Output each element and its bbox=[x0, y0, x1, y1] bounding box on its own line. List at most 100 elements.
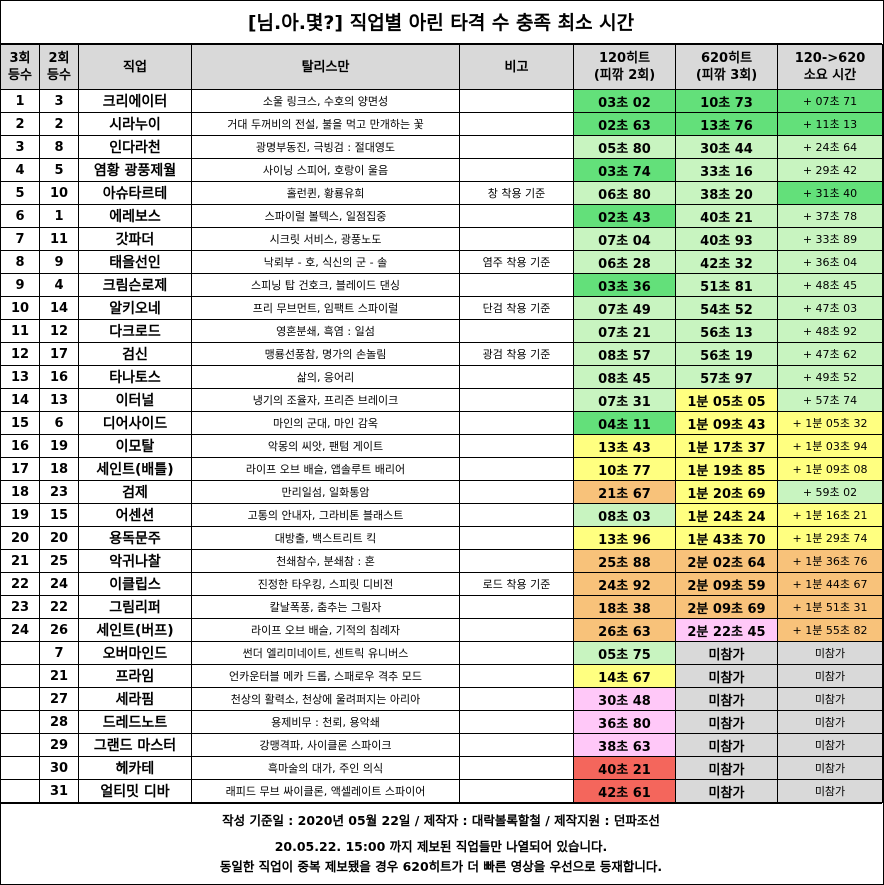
job-cell: 디어사이드 bbox=[78, 411, 192, 435]
note-cell bbox=[459, 135, 574, 159]
diff-cell: + 1분 05초 32 bbox=[777, 411, 883, 435]
table-row: 20 20 용독문주 대방출, 백스트리트 킥 13초 96 1분 43초 70 + 1분 … bbox=[0, 526, 883, 550]
table-row: 21 프라임 언카운터블 메카 드롭, 스패로우 격추 모드 14초 67 미참가 미참가 bbox=[0, 664, 883, 688]
table-row: 21 25 악귀나찰 천쇄참수, 분쇄참 : 혼 25초 88 2분 02초 64 + 1분… bbox=[0, 549, 883, 573]
time-120-cell: 10초 77 bbox=[573, 457, 676, 481]
note-cell bbox=[459, 457, 574, 481]
time-620-cell: 56초 13 bbox=[675, 319, 778, 343]
diff-cell: 미참가 bbox=[777, 733, 883, 757]
time-620-cell: 1분 43초 70 bbox=[675, 526, 778, 550]
rank2-cell: 21 bbox=[39, 664, 79, 688]
note-cell bbox=[459, 687, 574, 711]
note-cell bbox=[459, 204, 574, 228]
table-row: 30 헤카테 흑마술의 대가, 주인 의식 40초 21 미참가 미참가 bbox=[0, 756, 883, 780]
talisman-cell: 스피닝 탑 건호크, 블레이드 댄싱 bbox=[191, 273, 460, 297]
rank3-cell: 18 bbox=[0, 480, 40, 504]
time-620-cell: 2분 22초 45 bbox=[675, 618, 778, 642]
rank2-cell: 7 bbox=[39, 641, 79, 665]
job-cell: 아슈타르테 bbox=[78, 181, 192, 205]
job-cell: 다크로드 bbox=[78, 319, 192, 343]
diff-cell: + 1분 55초 82 bbox=[777, 618, 883, 642]
table-row: 23 22 그림리퍼 칼날폭풍, 춤추는 그림자 18초 38 2분 09초 69 + 1분… bbox=[0, 595, 883, 619]
rank3-cell: 24 bbox=[0, 618, 40, 642]
footer: 작성 기준일 : 2020년 05월 22일 / 제작자 : 대락볼록할철 / … bbox=[0, 803, 882, 883]
time-620-cell: 10초 73 bbox=[675, 89, 778, 113]
diff-cell: + 36초 04 bbox=[777, 250, 883, 274]
note-cell bbox=[459, 434, 574, 458]
job-cell: 갓파더 bbox=[78, 227, 192, 251]
talisman-cell: 라이프 오브 배슬, 앱솔루트 배리어 bbox=[191, 457, 460, 481]
header-row: 3회 등수 2회 등수 직업 탈리스만 비고 120히트 (피깎 2회) 620히트(… bbox=[0, 44, 883, 90]
header-job: 직업 bbox=[78, 44, 192, 90]
table-row: 17 18 세인트(배틀) 라이프 오브 배슬, 앱솔루트 배리어 10초 77 1분 1… bbox=[0, 457, 883, 481]
time-120-cell: 21초 67 bbox=[573, 480, 676, 504]
time-120-cell: 08초 57 bbox=[573, 342, 676, 366]
rank2-cell: 10 bbox=[39, 181, 79, 205]
note-cell bbox=[459, 664, 574, 688]
note-cell: 염주 착용 기준 bbox=[459, 250, 574, 274]
table-row: 4 5 염황 광풍제월 사이닝 스피어, 호랑이 울음 03초 74 33초 16 + 29… bbox=[0, 158, 883, 182]
time-120-cell: 14초 67 bbox=[573, 664, 676, 688]
time-620-cell: 13초 76 bbox=[675, 112, 778, 136]
time-120-cell: 02초 43 bbox=[573, 204, 676, 228]
table-row: 13 16 타나토스 삶의, 응어리 08초 45 57초 97 + 49초 52 bbox=[0, 365, 883, 389]
rank3-cell: 12 bbox=[0, 342, 40, 366]
job-cell: 드레드노트 bbox=[78, 710, 192, 734]
rank2-cell: 24 bbox=[39, 572, 79, 596]
time-120-cell: 36초 80 bbox=[573, 710, 676, 734]
note-cell bbox=[459, 779, 574, 803]
talisman-cell: 시크릿 서비스, 광풍노도 bbox=[191, 227, 460, 251]
table-row: 3 8 인다라천 광명부동진, 극빙검 : 절대영도 05초 80 30초 44 + 24초… bbox=[0, 135, 883, 159]
time-620-cell: 1분 17초 37 bbox=[675, 434, 778, 458]
time-620-cell: 38초 20 bbox=[675, 181, 778, 205]
time-120-cell: 07초 21 bbox=[573, 319, 676, 343]
talisman-cell: 낙뢰부 - 호, 식신의 군 - 솔 bbox=[191, 250, 460, 274]
header-talisman: 탈리스만 bbox=[191, 44, 460, 90]
time-120-cell: 13초 96 bbox=[573, 526, 676, 550]
rank3-cell: 2 bbox=[0, 112, 40, 136]
time-620-cell: 미참가 bbox=[675, 710, 778, 734]
rank3-cell: 9 bbox=[0, 273, 40, 297]
talisman-cell: 악몽의 씨앗, 팬텀 게이트 bbox=[191, 434, 460, 458]
time-620-cell: 42초 32 bbox=[675, 250, 778, 274]
time-120-cell: 18초 38 bbox=[573, 595, 676, 619]
time-620-cell: 54초 52 bbox=[675, 296, 778, 320]
time-120-cell: 03초 74 bbox=[573, 158, 676, 182]
rank2-cell: 13 bbox=[39, 388, 79, 412]
talisman-cell: 용제비무 : 천뢰, 용악쇄 bbox=[191, 710, 460, 734]
rank2-cell: 26 bbox=[39, 618, 79, 642]
header-rank2: 2회 등수 bbox=[39, 44, 79, 90]
rank2-cell: 27 bbox=[39, 687, 79, 711]
job-cell: 검제 bbox=[78, 480, 192, 504]
time-120-cell: 13초 43 bbox=[573, 434, 676, 458]
note-cell: 로드 착용 기준 bbox=[459, 572, 574, 596]
diff-cell: + 31초 40 bbox=[777, 181, 883, 205]
table-row: 14 13 이터널 냉기의 조율자, 프리즌 브레이크 07초 31 1분 05초 05 +… bbox=[0, 388, 883, 412]
time-120-cell: 24초 92 bbox=[573, 572, 676, 596]
table-row: 11 12 다크로드 영혼분쇄, 흑염 : 일섬 07초 21 56초 13 + 48초 9… bbox=[0, 319, 883, 343]
table-row: 28 드레드노트 용제비무 : 천뢰, 용악쇄 36초 80 미참가 미참가 bbox=[0, 710, 883, 734]
note-cell bbox=[459, 710, 574, 734]
rank3-cell: 20 bbox=[0, 526, 40, 550]
time-620-cell: 2분 02초 64 bbox=[675, 549, 778, 573]
diff-cell: + 1분 09초 08 bbox=[777, 457, 883, 481]
job-cell: 악귀나찰 bbox=[78, 549, 192, 573]
diff-cell: + 24초 64 bbox=[777, 135, 883, 159]
rank2-cell: 18 bbox=[39, 457, 79, 481]
rank3-cell: 13 bbox=[0, 365, 40, 389]
rank3-cell: 10 bbox=[0, 296, 40, 320]
note-cell bbox=[459, 549, 574, 573]
job-cell: 용독문주 bbox=[78, 526, 192, 550]
time-120-cell: 05초 80 bbox=[573, 135, 676, 159]
diff-cell: 미참가 bbox=[777, 710, 883, 734]
talisman-cell: 소울 링크스, 수호의 양면성 bbox=[191, 89, 460, 113]
rank3-cell: 16 bbox=[0, 434, 40, 458]
diff-cell: 미참가 bbox=[777, 641, 883, 665]
talisman-cell: 흑마술의 대가, 주인 의식 bbox=[191, 756, 460, 780]
note-cell bbox=[459, 319, 574, 343]
diff-cell: + 11초 13 bbox=[777, 112, 883, 136]
rank3-cell: 1 bbox=[0, 89, 40, 113]
talisman-cell: 삶의, 응어리 bbox=[191, 365, 460, 389]
note-cell bbox=[459, 733, 574, 757]
talisman-cell: 라이프 오브 배슬, 기적의 침례자 bbox=[191, 618, 460, 642]
